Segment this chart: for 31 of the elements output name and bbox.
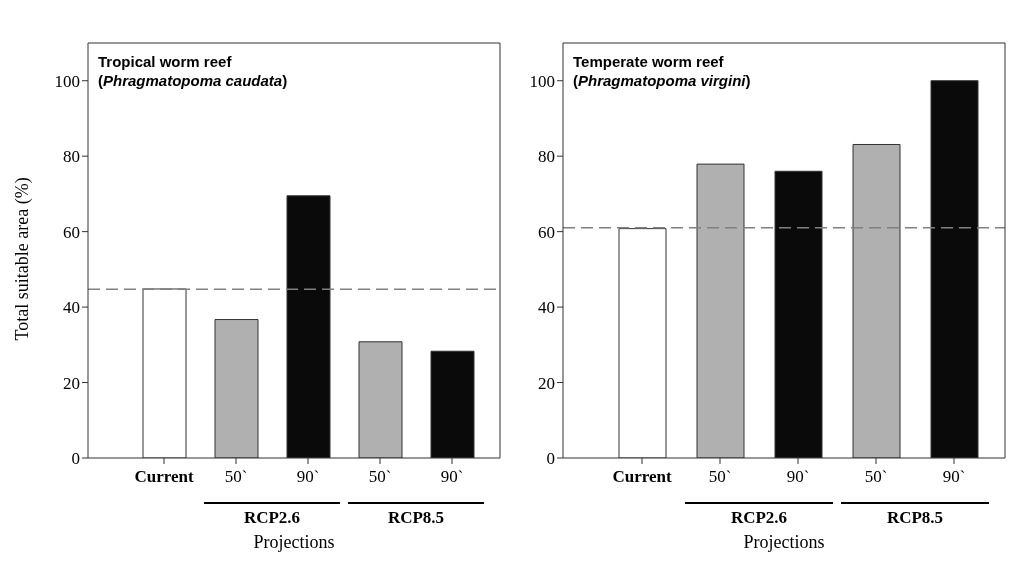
y-tick-label: 100 (54, 71, 80, 91)
y-tick-label: 20 (538, 373, 555, 393)
y-tick-label: 80 (538, 147, 555, 167)
x-tick-label: 90` (942, 467, 966, 486)
x-tick-label: 90` (786, 467, 810, 486)
x-tick-label: 50` (708, 467, 732, 486)
y-tick-label: 100 (529, 71, 555, 91)
x-tick-label: 90` (440, 467, 464, 486)
x-tick-label: 50` (368, 467, 392, 486)
y-tick-label: 60 (538, 222, 555, 242)
y-tick-label: 80 (63, 147, 80, 167)
y-tick-label: 40 (63, 298, 80, 318)
x-tick-label: 50` (224, 467, 248, 486)
y-tick-label: 0 (546, 449, 555, 469)
x-axis-title: Projections (742, 532, 826, 553)
text: RCP2.6 (729, 508, 789, 528)
text: RCP2.6 (242, 508, 302, 528)
x-tick-label: Current (134, 467, 194, 486)
y-tick-label: 0 (71, 449, 80, 469)
x-tick-label: 90` (296, 467, 320, 486)
x-axis-title: Projections (252, 532, 336, 553)
x-tick-label: Current (612, 467, 672, 486)
y-tick-label: 20 (63, 373, 80, 393)
y-tick-label: 40 (538, 298, 555, 318)
text: Temperate worm reef (Phragmatopoma virgini) (573, 52, 751, 90)
x-tick-label: 50` (864, 467, 888, 486)
text: RCP8.5 (885, 508, 945, 528)
text: Tropical worm reef (Phragmatopoma caudata) (98, 52, 288, 90)
text: RCP8.5 (386, 508, 446, 528)
y-tick-label: 60 (63, 222, 80, 242)
y-axis-title: Total suitable area (%) (12, 177, 34, 341)
